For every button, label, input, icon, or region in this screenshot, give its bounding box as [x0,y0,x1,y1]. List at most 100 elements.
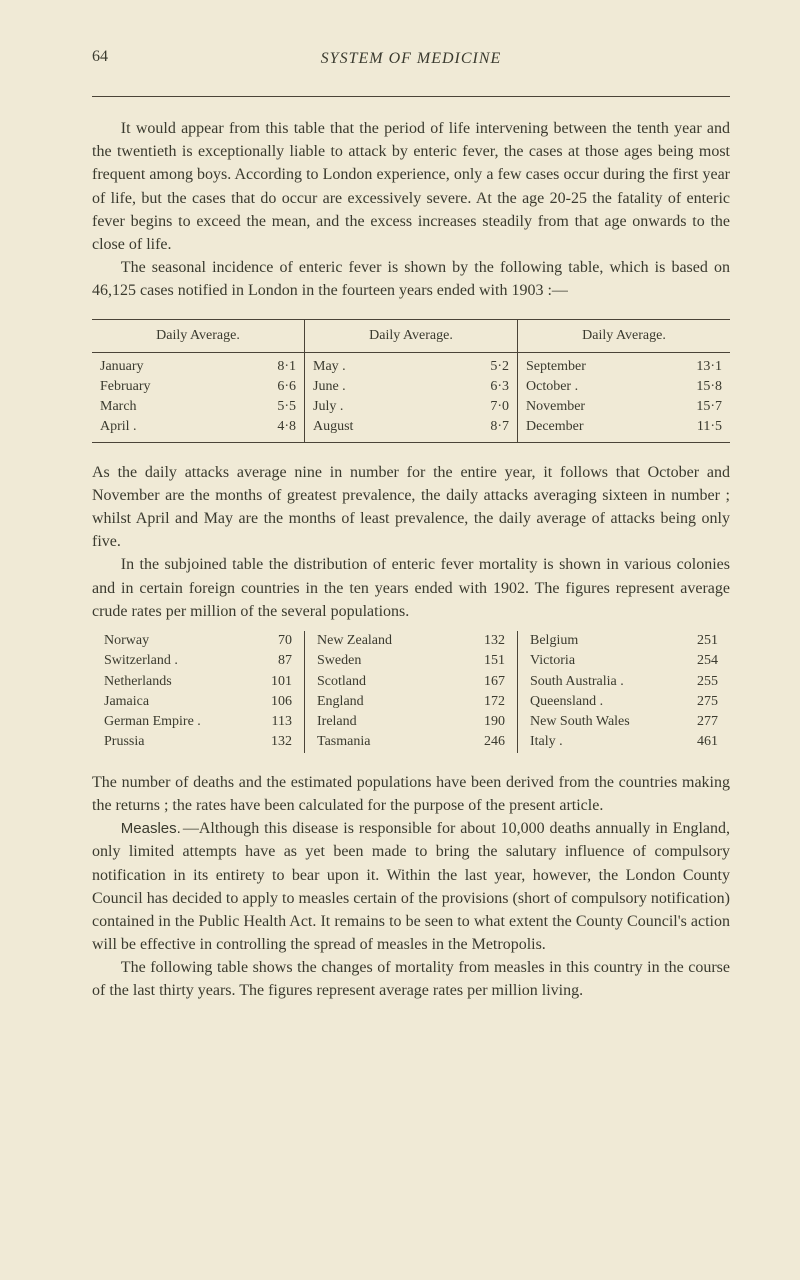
paragraph-5: The number of deaths and the estimated p… [92,771,730,817]
row-dots [137,397,278,417]
table-row: Jamaica 106 [104,692,292,712]
row-label: April . [100,417,137,437]
row-dots [353,417,490,437]
mortality-table: Norway 70Switzerland . 87Netherlands 101… [92,631,730,753]
row-label: August [313,417,353,437]
table-row: Scotland 167 [317,672,505,692]
row-dots [563,732,697,752]
paragraph-1: It would appear from this table that the… [92,117,730,256]
row-label: German Empire . [104,712,201,732]
row-value: 7·0 [490,397,509,417]
row-label: Belgium [530,631,578,651]
table-row: Switzerland . 87 [104,651,292,671]
row-value: 106 [271,692,292,712]
row-dots [172,672,271,692]
measles-heading: Measles. [121,820,181,837]
row-dots [586,357,696,377]
row-value: 151 [484,651,505,671]
table-body: January 8·1February 6·6March 5·5April . … [92,353,730,442]
row-dots [575,651,697,671]
row-dots [149,692,271,712]
row-dots [578,377,696,397]
table-row: Queensland . 275 [530,692,718,712]
table-row: Norway 70 [104,631,292,651]
paragraph-6-body: —Although this disease is responsible fo… [92,820,730,953]
table-row: November 15·7 [526,397,722,417]
table-row: New South Wales 277 [530,712,718,732]
table-row: South Australia . 255 [530,672,718,692]
row-dots [137,417,278,437]
table-col-3: September 13·1October . 15·8November 15·… [518,353,730,442]
page-number: 64 [92,48,108,66]
daily-average-table: Daily Average. Daily Average. Daily Aver… [92,319,730,443]
running-title: SYSTEM OF MEDICINE [92,50,730,68]
table-row: Belgium 251 [530,631,718,651]
row-value: 8·1 [277,357,296,377]
row-value: 254 [697,651,718,671]
row-dots [178,651,278,671]
mortality-col-1: Norway 70Switzerland . 87Netherlands 101… [92,631,304,753]
row-dots [578,631,697,651]
row-dots [584,417,697,437]
table-row: Ireland 190 [317,712,505,732]
row-label: October . [526,377,578,397]
table-row: Italy . 461 [530,732,718,752]
row-dots [201,712,272,732]
table-row: Prussia 132 [104,732,292,752]
row-label: England [317,692,364,712]
row-value: 70 [278,631,292,651]
table-row: February 6·6 [100,377,296,397]
header-rule [92,96,730,97]
row-dots [151,377,278,397]
paragraph-2: The seasonal incidence of enteric fever … [92,256,730,302]
row-dots [630,712,697,732]
row-label: New Zealand [317,631,392,651]
row-dots [392,631,484,651]
row-value: 132 [484,631,505,651]
row-value: 251 [697,631,718,651]
row-value: 5·2 [490,357,509,377]
table-row: July . 7·0 [313,397,509,417]
row-label: Switzerland . [104,651,178,671]
table-col-2: May . 5·2June . 6·3July . 7·0August 8·7 [304,353,518,442]
row-label: Netherlands [104,672,172,692]
row-value: 8·7 [490,417,509,437]
row-value: 87 [278,651,292,671]
table-row: May . 5·2 [313,357,509,377]
row-label: South Australia . [530,672,624,692]
row-dots [346,377,491,397]
row-value: 15·8 [696,377,722,397]
row-dots [370,732,484,752]
row-label: Norway [104,631,149,651]
table-header-1: Daily Average. [92,320,304,352]
row-label: December [526,417,584,437]
row-value: 101 [271,672,292,692]
table-row: German Empire . 113 [104,712,292,732]
row-label: Jamaica [104,692,149,712]
table-col-1: January 8·1February 6·6March 5·5April . … [92,353,304,442]
table-row: August 8·7 [313,417,509,437]
row-label: November [526,397,585,417]
row-label: February [100,377,151,397]
row-value: 15·7 [696,397,722,417]
row-value: 13·1 [696,357,722,377]
row-value: 461 [697,732,718,752]
row-label: June . [313,377,346,397]
row-label: January [100,357,144,377]
row-value: 5·5 [277,397,296,417]
row-dots [357,712,484,732]
table-row: Sweden 151 [317,651,505,671]
mortality-col-2: New Zealand 132Sweden 151Scotland 167Eng… [304,631,518,753]
row-label: Scotland [317,672,366,692]
paragraph-6: Measles.—Although this disease is respon… [92,817,730,956]
row-label: Italy . [530,732,563,752]
table-row: England 172 [317,692,505,712]
table-header-row: Daily Average. Daily Average. Daily Aver… [92,320,730,353]
paragraph-7: The following table shows the changes of… [92,956,730,1002]
row-label: March [100,397,137,417]
paragraph-4: In the subjoined table the distribution … [92,553,730,623]
row-dots [149,631,278,651]
table-row: Victoria 254 [530,651,718,671]
row-label: Victoria [530,651,575,671]
row-value: 172 [484,692,505,712]
